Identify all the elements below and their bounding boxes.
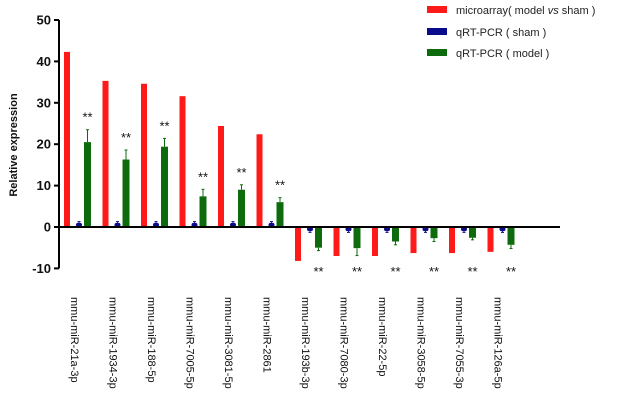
significance-marker: ** (506, 264, 516, 279)
x-tick-label: mmu-miR-7005-5p (184, 297, 196, 389)
bar-qrtpcr-model (161, 146, 168, 227)
bar-microarray (372, 227, 378, 256)
bar-qrtpcr-model (122, 159, 130, 227)
significance-marker: ** (429, 264, 439, 279)
y-tick-label: 0 (44, 220, 51, 235)
significance-marker: ** (390, 264, 400, 279)
bar-microarray (256, 134, 263, 227)
bar-qrtpcr-model (276, 202, 284, 227)
bar-qrtpcr-model (507, 227, 515, 245)
bar-qrtpcr-sham (76, 222, 82, 227)
bar-qrtpcr-sham (191, 222, 198, 227)
significance-marker: ** (159, 118, 169, 133)
y-tick-label: 10 (37, 178, 51, 193)
bar-microarray (141, 83, 147, 227)
x-tick-label: mmu-miR-7055-3p (453, 297, 465, 389)
x-tick-label: mmu-miR-3081-5p (222, 297, 234, 389)
x-tick-label: mmu-miR-21a-3p (68, 297, 80, 383)
bar-qrtpcr-sham (230, 222, 236, 227)
y-axis-label: Relative expression (8, 93, 20, 197)
bar-qrtpcr-model (315, 227, 322, 248)
bar-qrtpcr-sham (268, 222, 275, 227)
bar-qrtpcr-model (430, 227, 438, 239)
y-tick-label: -10 (32, 261, 51, 276)
y-tick-label: 20 (37, 137, 51, 152)
bar-microarray (410, 227, 417, 254)
significance-marker: ** (313, 264, 323, 279)
y-tick-label: 30 (37, 95, 51, 110)
bar-microarray (449, 227, 455, 254)
bar-qrtpcr-model (199, 196, 207, 227)
x-tick-label: mmu-miR-3058-5p (415, 297, 427, 389)
bar-qrtpcr-model (353, 227, 361, 249)
significance-marker: ** (467, 264, 477, 279)
legend-label-model: qRT-PCR ( model ) (456, 48, 549, 60)
significance-marker: ** (121, 130, 131, 145)
bar-qrtpcr-sham (384, 227, 390, 232)
y-axis: -10 0 10 20 30 40 50 (32, 13, 60, 276)
legend-swatch-sham (427, 28, 447, 35)
bar-qrtpcr-sham (153, 222, 159, 227)
significance-marker: ** (275, 178, 285, 193)
bar-microarray (218, 125, 224, 227)
significance-marker: ** (236, 165, 246, 180)
bar-microarray (487, 227, 494, 252)
bar-qrtpcr-sham (422, 227, 429, 232)
bar-qrtpcr-sham (461, 227, 467, 232)
x-tick-label: mmu-miR-7080-3p (338, 297, 350, 389)
bar-qrtpcr-sham (114, 222, 121, 227)
y-tick-label: 40 (37, 54, 51, 69)
significance-marker: ** (352, 264, 362, 279)
bar-microarray (102, 80, 109, 227)
legend-label-microarray: microarray( model vs sham ) (456, 5, 595, 17)
x-tick-label: mmu-miR-1934-3p (107, 297, 119, 389)
bar-qrtpcr-sham (307, 227, 313, 232)
bar-qrtpcr-sham (499, 227, 506, 232)
x-tick-labels: mmu-miR-21a-3p mmu-miR-1934-3p mmu-miR-188… (68, 297, 504, 389)
x-tick-label: mmu-miR-22-5p (376, 297, 388, 376)
bar-qrtpcr-model (469, 227, 476, 238)
x-tick-label: mmu-miR-126a-5p (492, 297, 504, 389)
bar-microarray (333, 227, 340, 256)
bar-qrtpcr-sham (345, 227, 352, 232)
bar-microarray (179, 96, 186, 228)
x-tick-label: mmu-miR-193b-3p (299, 297, 311, 389)
x-tick-label: mmu-miR-188-5p (145, 297, 157, 383)
bar-qrtpcr-model (392, 227, 399, 242)
bar-qrtpcr-model (238, 189, 245, 227)
bar-microarray (295, 227, 301, 261)
legend-label-sham: qRT-PCR ( sham ) (456, 27, 546, 39)
y-tick-label: 50 (37, 13, 51, 28)
significance-marker: ** (82, 110, 92, 125)
bars: ** ** ** ** ** ** ** ** ** ** ** ** (59, 51, 560, 279)
legend: microarray( model vs sham ) qRT-PCR ( sh… (427, 5, 595, 60)
bar-microarray (64, 51, 70, 228)
legend-swatch-model (427, 49, 447, 56)
significance-marker: ** (198, 169, 208, 184)
legend-swatch-microarray (427, 6, 447, 13)
x-tick-label: mmu-miR-2861 (261, 297, 273, 373)
bar-qrtpcr-model (84, 142, 91, 227)
